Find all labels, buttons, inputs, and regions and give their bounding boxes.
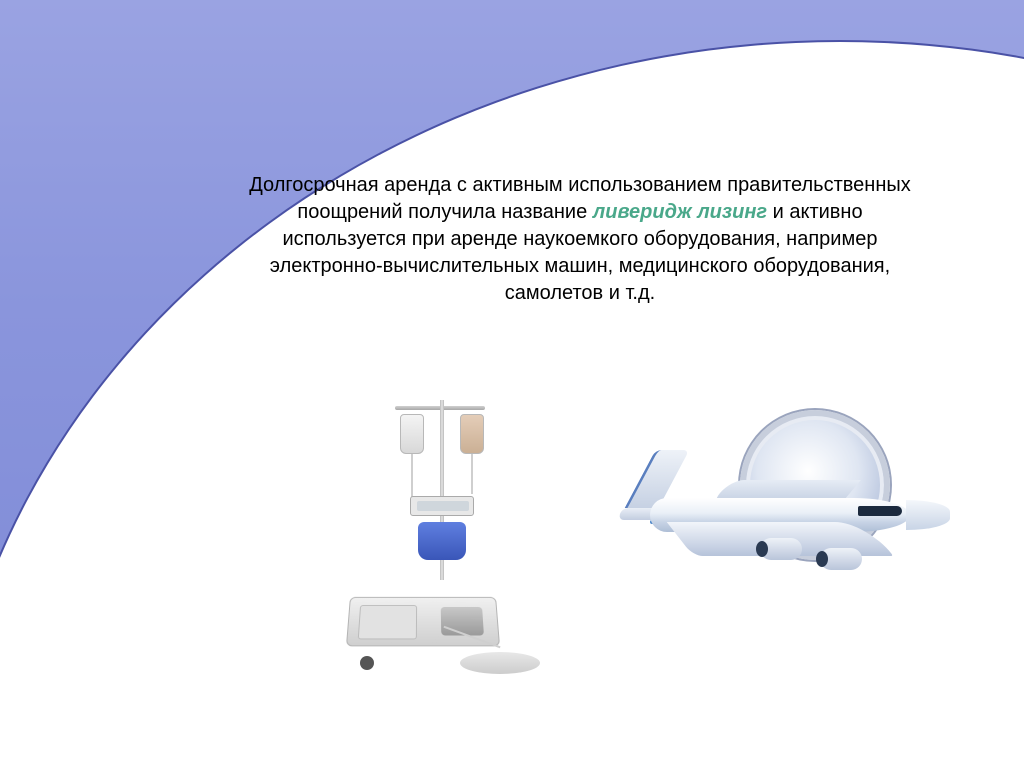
body-paragraph: Долгосрочная аренда с активным использов… [235, 172, 925, 307]
airplane-icon [620, 380, 940, 660]
paragraph-highlight: ливеридж лизинг [593, 201, 767, 223]
medical-equipment-icon [310, 400, 530, 680]
illustration-row [260, 400, 940, 700]
